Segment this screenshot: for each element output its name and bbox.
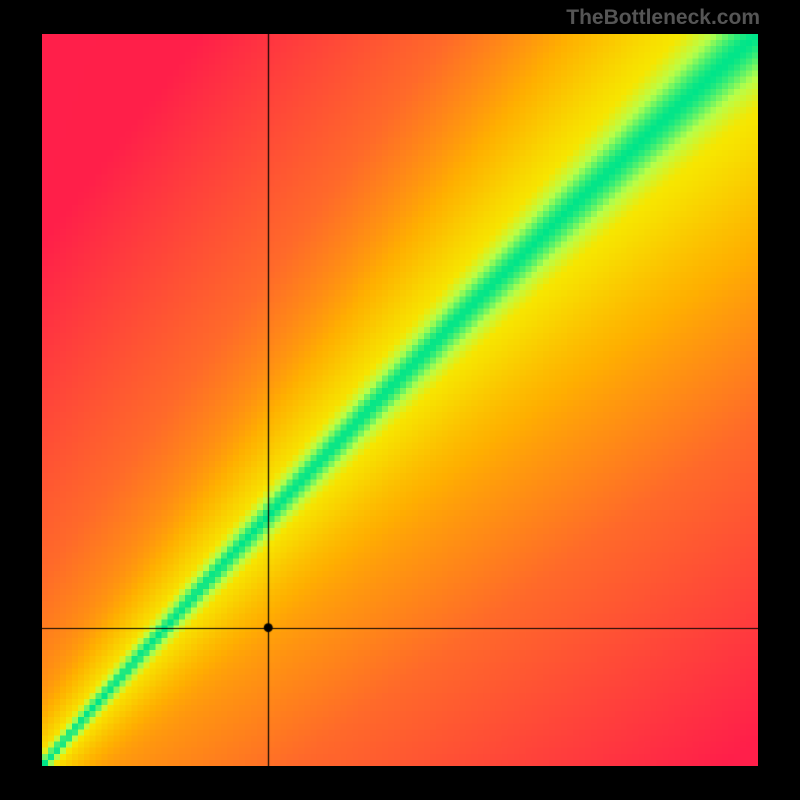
bottleneck-heatmap [42, 34, 758, 766]
watermark-text: TheBottleneck.com [566, 6, 760, 30]
chart-container: TheBottleneck.com [0, 0, 800, 800]
